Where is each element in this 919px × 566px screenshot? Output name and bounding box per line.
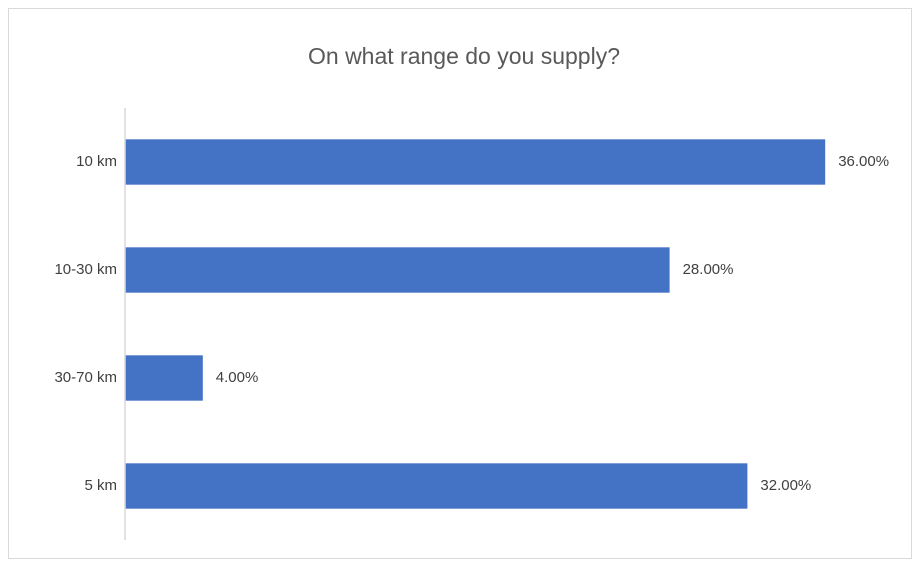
y-tick-label: 5 km xyxy=(84,477,117,494)
data-label: 28.00% xyxy=(683,261,734,278)
data-label: 4.00% xyxy=(216,369,259,386)
bar xyxy=(125,355,203,401)
data-label: 32.00% xyxy=(760,477,811,494)
y-tick-label: 10 km xyxy=(76,153,117,170)
bar xyxy=(125,463,748,509)
bar xyxy=(125,247,670,293)
y-tick-label: 30-70 km xyxy=(54,369,117,386)
chart-title: On what range do you supply? xyxy=(308,43,620,69)
y-tick-label: 10-30 km xyxy=(54,261,117,278)
data-label: 36.00% xyxy=(838,153,889,170)
bar xyxy=(125,139,826,185)
